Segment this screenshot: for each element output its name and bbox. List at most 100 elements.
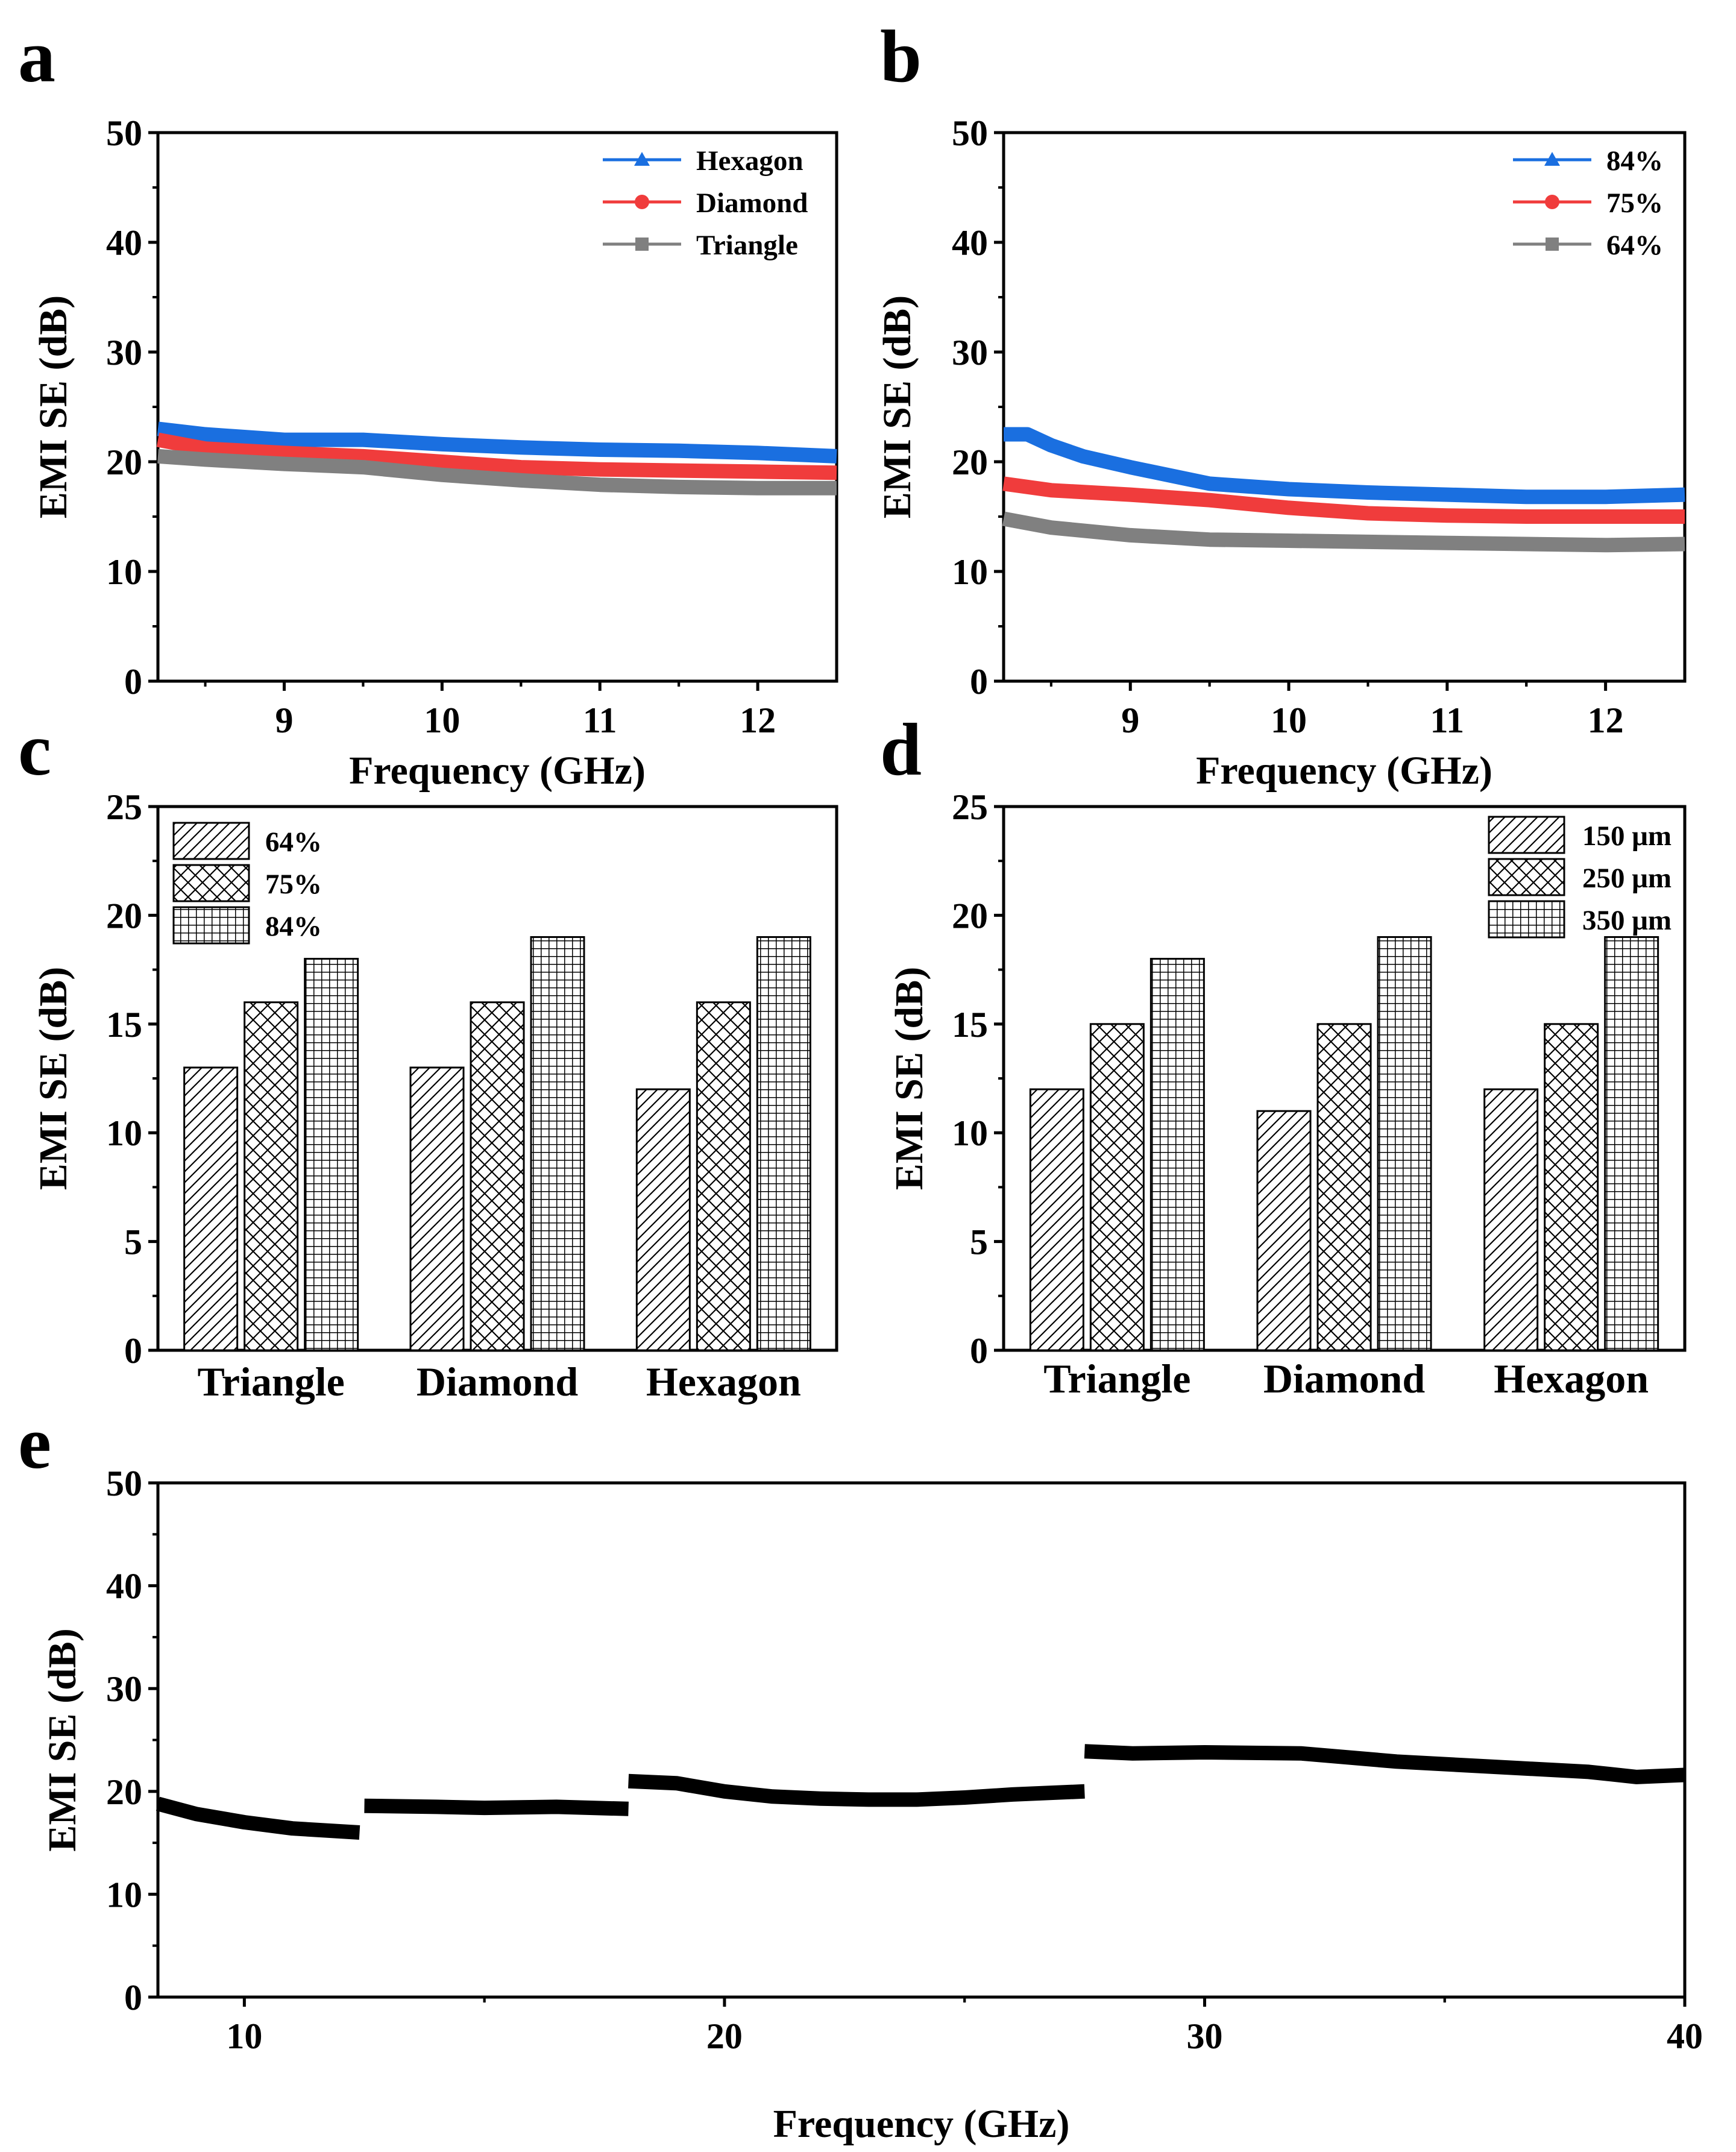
bar-hexagon-150-m — [1483, 1088, 1539, 1351]
panel-c: c 0 5 10 15 20 25 EMI SE (dB) Triangle Diamond Hex… — [18, 708, 838, 1405]
series-line-k-band — [628, 1773, 1085, 1807]
bar-triangle-250-m — [1089, 1023, 1145, 1351]
series-line-ku-band — [364, 1798, 629, 1816]
legend-swatch — [172, 864, 250, 902]
y-axis-title: EMI SE (dB) — [887, 967, 931, 1190]
y-tick-label: 15 — [106, 1005, 142, 1045]
bar-triangle-64- — [183, 1066, 239, 1351]
y-tick-label: 25 — [106, 787, 142, 827]
x-tick-label: 10 — [226, 2016, 262, 2056]
y-tick-label: 25 — [952, 787, 988, 827]
panel-a: a 0 10 20 30 40 50 EMI SE (dB) 9 10 11 12 Frequency … — [18, 15, 838, 793]
category-label: Triangle — [1043, 1356, 1190, 1402]
panel-label: c — [18, 708, 51, 791]
bar-hexagon-64- — [635, 1088, 691, 1351]
series-line-ka-band — [1084, 1744, 1685, 1784]
y-tick-label: 20 — [106, 1772, 142, 1812]
x-tick-label: 10 — [424, 700, 460, 740]
bar-triangle-350-m — [1149, 958, 1205, 1351]
y-tick-label: 20 — [952, 442, 988, 482]
y-tick-label: 40 — [952, 223, 988, 263]
series-line-triangle — [157, 448, 837, 496]
series-line-64- — [1002, 511, 1685, 553]
x-tick-label: 12 — [1588, 700, 1624, 740]
y-tick-label: 0 — [124, 1331, 142, 1371]
y-tick-label: 15 — [952, 1005, 988, 1045]
legend-label: Hexagon — [696, 145, 804, 177]
y-tick-label: 50 — [106, 1464, 142, 1503]
category-label: Hexagon — [1494, 1356, 1649, 1402]
bar-diamond-150-m — [1256, 1110, 1312, 1351]
bar-diamond-75- — [470, 1001, 525, 1351]
bar-triangle-84- — [304, 958, 359, 1351]
legend-swatch — [1488, 900, 1565, 939]
legend-label: 64% — [265, 826, 322, 858]
y-tick-label: 10 — [106, 552, 142, 592]
panel-b: b 0 10 20 30 40 50 EMI SE (dB) 9 10 11 12 Frequency … — [875, 15, 1687, 793]
legend-square-marker — [635, 238, 649, 251]
x-axis-title: Frequency (GHz) — [773, 2102, 1070, 2146]
legend-circle-marker — [1545, 195, 1559, 209]
y-tick-label: 30 — [952, 333, 988, 373]
panel-label: e — [18, 1402, 51, 1484]
x-tick-label: 30 — [1186, 2016, 1222, 2056]
y-tick-label: 40 — [106, 223, 142, 263]
category-label: Triangle — [198, 1359, 345, 1405]
bar-hexagon-250-m — [1544, 1023, 1599, 1351]
series-line-hexagon — [157, 421, 837, 464]
y-tick-label: 0 — [970, 662, 988, 702]
y-tick-label: 10 — [106, 1113, 142, 1153]
legend-swatch — [1488, 858, 1565, 896]
y-tick-label: 50 — [106, 113, 142, 153]
x-tick-label: 10 — [1271, 700, 1307, 740]
x-tick-label: 40 — [1667, 2016, 1703, 2056]
y-tick-label: 5 — [124, 1222, 142, 1262]
category-label: Diamond — [417, 1359, 578, 1405]
legend-triangle-marker — [634, 152, 650, 166]
series-line-x-band — [156, 1796, 360, 1840]
category-label: Hexagon — [646, 1359, 801, 1405]
panel-label: a — [18, 15, 55, 98]
y-tick-label: 10 — [952, 552, 988, 592]
legend-label: Triangle — [696, 230, 798, 261]
y-tick-label: 10 — [952, 1113, 988, 1153]
y-axis-title: EMI SE (dB) — [31, 295, 75, 518]
series-line-84- — [1004, 427, 1685, 505]
bar-diamond-84- — [530, 936, 585, 1351]
legend-triangle-marker — [1544, 152, 1560, 166]
x-tick-label: 9 — [275, 700, 293, 740]
legend-swatch — [172, 822, 250, 860]
y-tick-label: 0 — [970, 1331, 988, 1371]
legend-label: 64% — [1606, 230, 1663, 261]
panel-label: b — [880, 15, 922, 98]
x-axis-title: Frequency (GHz) — [1196, 749, 1492, 793]
y-tick-label: 50 — [952, 113, 988, 153]
legend-square-marker — [1546, 238, 1559, 251]
legend-label: 350 μm — [1582, 905, 1672, 936]
x-tick-label: 11 — [583, 700, 617, 740]
legend-label: 75% — [265, 869, 322, 900]
panel-e: e 0 10 20 30 40 50 EMI SE (dB) 10 20 30 40 Frequency… — [18, 1402, 1703, 2146]
y-tick-label: 40 — [106, 1567, 142, 1606]
y-tick-label: 30 — [106, 333, 142, 373]
y-tick-label: 0 — [124, 1978, 142, 2018]
x-tick-label: 9 — [1121, 700, 1139, 740]
legend-label: 75% — [1606, 187, 1663, 219]
bar-hexagon-75- — [696, 1001, 751, 1351]
x-tick-label: 20 — [706, 2016, 743, 2056]
bar-diamond-250-m — [1316, 1023, 1372, 1351]
series-line-diamond — [156, 432, 837, 480]
y-tick-label: 0 — [124, 662, 142, 702]
legend-label: 84% — [1606, 145, 1663, 177]
legend-swatch — [172, 906, 250, 945]
series-line-75- — [1002, 476, 1685, 524]
bar-triangle-150-m — [1029, 1088, 1084, 1351]
bar-diamond-350-m — [1377, 936, 1432, 1351]
legend-circle-marker — [635, 195, 649, 209]
legend-label: 84% — [265, 911, 322, 942]
y-axis-title: EMI SE (dB) — [875, 295, 919, 518]
y-tick-label: 30 — [106, 1669, 142, 1709]
y-tick-label: 20 — [952, 896, 988, 936]
x-tick-label: 12 — [740, 700, 776, 740]
